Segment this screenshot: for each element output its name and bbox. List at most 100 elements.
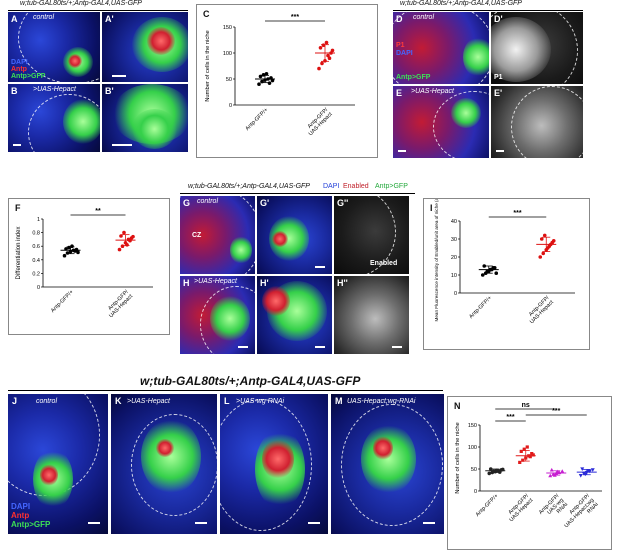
data-point (326, 53, 330, 58)
data-point (485, 269, 490, 274)
chart-c-plot: 0 50 100 150 Number of cells in the niche Ant… (205, 14, 355, 137)
data-point (491, 266, 496, 270)
scale-bar (13, 144, 21, 146)
enabled-signal (262, 286, 290, 316)
y-tick-label: 0 (474, 489, 477, 495)
antp-signal (262, 439, 294, 479)
panel-letter: M (335, 396, 343, 406)
data-point (525, 445, 529, 449)
y-tick-label: 1 (37, 217, 40, 223)
niche-outline (131, 414, 217, 516)
data-point (548, 473, 553, 478)
panel-letter: C (203, 9, 210, 19)
panel-letter: D (396, 14, 403, 24)
y-tick-label: 30 (451, 237, 457, 243)
y-tick-label: 100 (223, 51, 232, 57)
x-tick-label: Antp-GFP/UAS-Hepact (525, 295, 555, 325)
data-point (487, 471, 492, 476)
antp-signal (68, 54, 82, 68)
data-point (580, 467, 585, 471)
condition-label: >UAS-wg RNAi (236, 398, 285, 405)
chart-c: C 0 50 100 150 Number of cells in the niche A… (196, 4, 378, 158)
y-tick-label: 50 (226, 77, 232, 83)
x-tick-label-part: Antp-GFP/+ (468, 295, 493, 320)
panel-h-prime: H' (257, 276, 332, 354)
data-point (317, 66, 321, 71)
y-tick-label: 20 (451, 255, 457, 261)
panel-g-double-prime: G'' Enabled (334, 196, 409, 274)
panel-letter: G (183, 198, 191, 208)
data-point (555, 469, 560, 474)
scale-bar (88, 522, 100, 524)
panel-g: G control CZ (180, 196, 255, 274)
chart-i: I 0 10 20 30 40 Mean Fluorescence intensity o… (423, 198, 590, 350)
panel-a-prime: A' (102, 12, 188, 82)
chart-f-plot: 0 0.2 0.4 0.6 0.8 1 Differentiation index Antp-… (16, 208, 153, 319)
scale-bar (315, 346, 325, 348)
y-tick-label: 40 (451, 219, 457, 225)
niche-outline (491, 12, 578, 84)
gfp-signal (230, 236, 252, 264)
x-tick-label: Antp-GFP/UAS-Hepact (304, 107, 334, 137)
data-point (522, 447, 526, 451)
x-tick-label-part: Antp-GFP/+ (50, 289, 75, 314)
panel-h-double-prime: H'' (334, 276, 409, 354)
antp-signal (40, 464, 58, 486)
data-point (480, 273, 485, 277)
legend-p1: P1 (396, 42, 405, 49)
scale-bar (315, 266, 325, 268)
panel-d-prime: D' P1 (491, 12, 583, 84)
panel-letter: B' (105, 86, 114, 96)
y-axis-label: Number of cells in the niche (455, 422, 461, 494)
gfp-signal (451, 98, 481, 128)
scale-bar (496, 150, 504, 152)
data-point (257, 82, 261, 86)
data-point (324, 40, 329, 45)
gfp-signal-2 (132, 109, 177, 149)
y-tick-label: 0 (454, 291, 457, 297)
panel-b: B >UAS-Hepact (8, 84, 100, 152)
niche-outline (341, 404, 443, 526)
data-point (120, 244, 125, 248)
panel-letter: A (11, 14, 18, 24)
data-point (320, 61, 324, 66)
x-tick-label: Antp-GFP/UAS-Hepact (504, 493, 534, 523)
condition-label: control (197, 198, 219, 205)
data-point (538, 255, 543, 259)
data-point (542, 233, 547, 238)
data-point (119, 234, 123, 238)
panel-a: A control DAPI Antp Antp>GFP (8, 12, 100, 82)
data-point (578, 474, 583, 478)
data-point (482, 264, 487, 268)
antp-signal (156, 439, 174, 457)
y-tick-label: 0 (37, 285, 40, 291)
niche-outline (200, 286, 255, 354)
x-tick-label: Antp-GFP/UAS-Hepact;wgRNAi (559, 493, 600, 534)
legend-dapi: DAPI (11, 59, 28, 66)
y-tick-label: 150 (468, 423, 477, 429)
y-tick-label: 150 (223, 25, 232, 31)
data-point (117, 247, 122, 252)
gfp-signal (141, 419, 201, 494)
panel-letter: G' (260, 198, 270, 208)
legend-antp-gfp: Antp>GFP (11, 73, 46, 80)
scale-bar (392, 346, 402, 348)
data-point (590, 468, 595, 472)
condition-label: >UAS-Hepact (194, 278, 237, 285)
data-point (539, 237, 544, 241)
scale-bar (112, 75, 126, 77)
panel-letter: H (183, 278, 190, 288)
y-tick-label: 0.4 (32, 258, 40, 264)
mid-legend-enabled: Enabled (343, 183, 369, 190)
legend-p1: P1 (494, 74, 503, 81)
legend-dapi: DAPI (396, 50, 413, 57)
x-tick-label: Antp-GFP/+ (475, 493, 500, 518)
figure-genotype-label: w;tub-GAL80ts/+;Antp-GAL4,UAS-GFP (20, 0, 142, 7)
scale-bar (398, 150, 406, 152)
label-cz: CZ (192, 232, 202, 239)
legend-antp: Antp (11, 66, 27, 73)
gfp-signal (63, 99, 100, 144)
panel-letter: I (430, 203, 433, 213)
legend-antp: Antp (11, 511, 30, 520)
panel-m: M UAS-Hepact;wg-RNAi (331, 394, 444, 534)
